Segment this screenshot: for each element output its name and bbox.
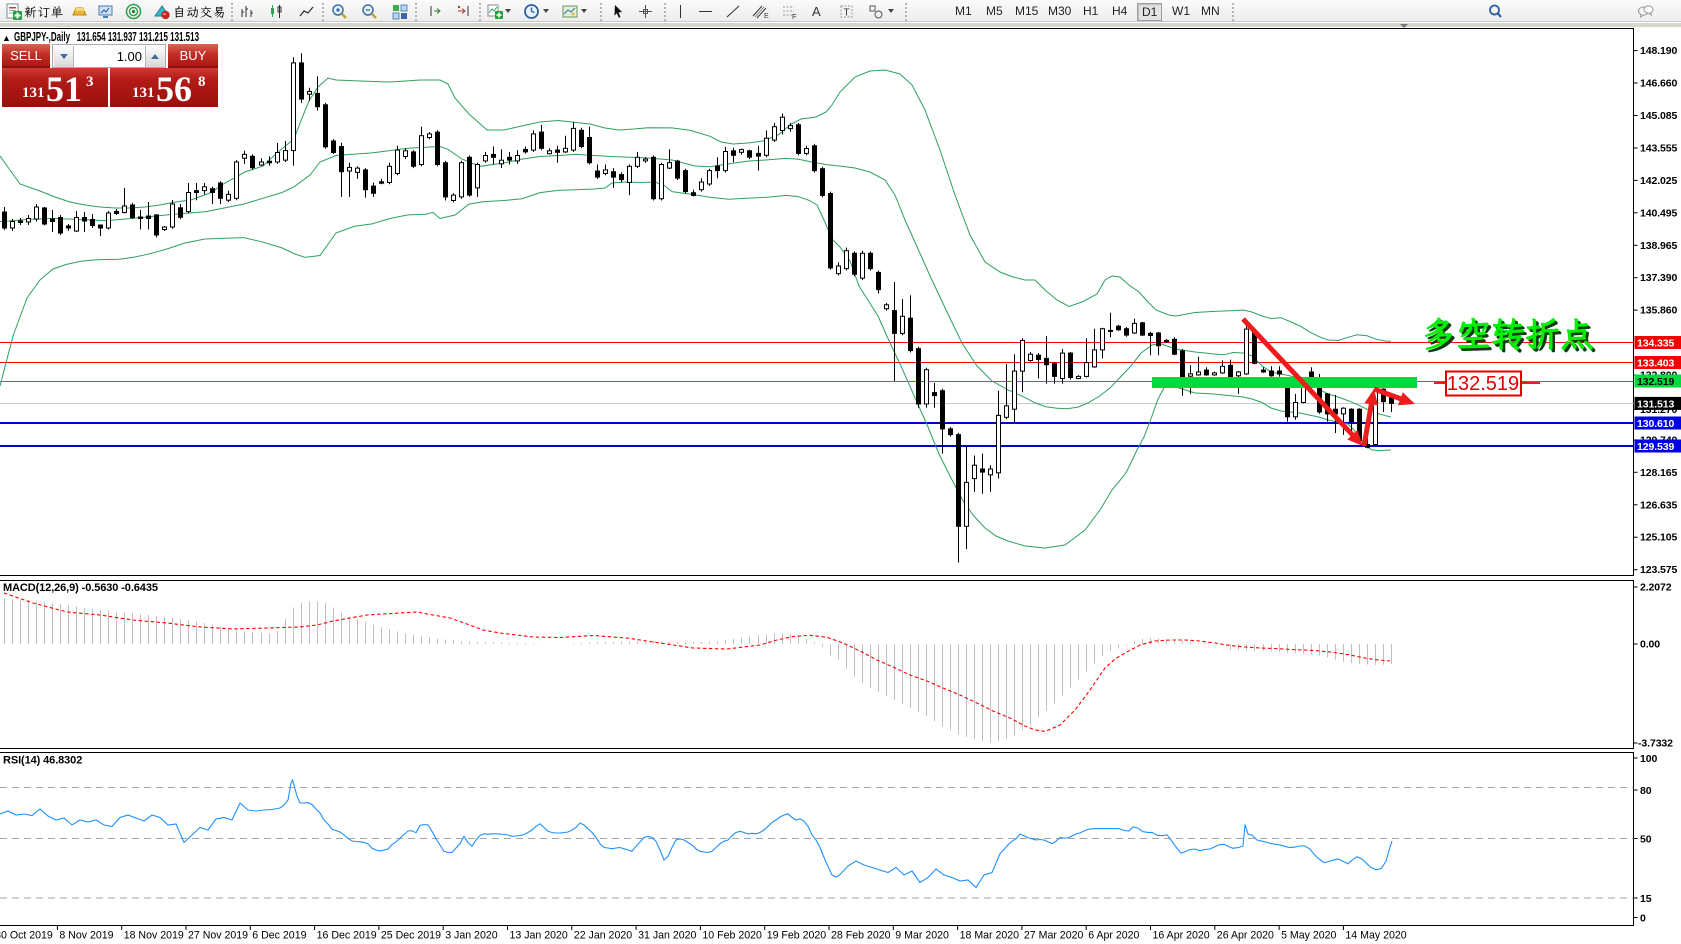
svg-text:137.390: 137.390 <box>1640 272 1678 284</box>
svg-text:31 Jan 2020: 31 Jan 2020 <box>638 930 696 942</box>
svg-text:8 Nov 2019: 8 Nov 2019 <box>59 930 113 942</box>
svg-text:27 Nov 2019: 27 Nov 2019 <box>188 930 248 942</box>
svg-text:50: 50 <box>1640 834 1652 846</box>
svg-text:80: 80 <box>1640 785 1652 797</box>
svg-text:126.635: 126.635 <box>1640 499 1678 511</box>
svg-text:16 Apr 2020: 16 Apr 2020 <box>1153 930 1210 942</box>
svg-text:138.965: 138.965 <box>1640 240 1678 252</box>
svg-text:132.519: 132.519 <box>1637 376 1675 388</box>
svg-text:22 Jan 2020: 22 Jan 2020 <box>574 930 632 942</box>
svg-text:146.660: 146.660 <box>1640 78 1678 90</box>
svg-text:28 Feb 2020: 28 Feb 2020 <box>831 930 891 942</box>
svg-text:145.085: 145.085 <box>1640 110 1678 122</box>
svg-text:15: 15 <box>1640 893 1652 905</box>
svg-text:5 May 2020: 5 May 2020 <box>1281 930 1336 942</box>
svg-text:10 Feb 2020: 10 Feb 2020 <box>702 930 762 942</box>
svg-text:2.2072: 2.2072 <box>1640 582 1672 594</box>
svg-text:T: T <box>844 8 850 19</box>
svg-text:18 Nov 2019: 18 Nov 2019 <box>124 930 184 942</box>
svg-text:14 May 2020: 14 May 2020 <box>1345 930 1406 942</box>
svg-text:-3.7332: -3.7332 <box>1638 738 1673 750</box>
svg-text:134.335: 134.335 <box>1637 338 1675 350</box>
svg-text:25 Dec 2019: 25 Dec 2019 <box>381 930 441 942</box>
svg-text:18 Mar 2020: 18 Mar 2020 <box>960 930 1020 942</box>
svg-text:19 Feb 2020: 19 Feb 2020 <box>767 930 827 942</box>
svg-text:16 Dec 2019: 16 Dec 2019 <box>317 930 377 942</box>
svg-text:128.165: 128.165 <box>1640 467 1678 479</box>
svg-text:30 Oct 2019: 30 Oct 2019 <box>0 930 53 942</box>
svg-text:123.575: 123.575 <box>1640 564 1678 576</box>
svg-text:6 Dec 2019: 6 Dec 2019 <box>252 930 306 942</box>
svg-text:13 Jan 2020: 13 Jan 2020 <box>510 930 568 942</box>
svg-text:133.403: 133.403 <box>1637 358 1675 370</box>
svg-text:0.00: 0.00 <box>1640 639 1660 651</box>
svg-text:129.539: 129.539 <box>1637 441 1675 453</box>
svg-text:26 Apr 2020: 26 Apr 2020 <box>1217 930 1274 942</box>
svg-text:RSI(14) 46.8302: RSI(14) 46.8302 <box>3 755 82 767</box>
svg-text:F: F <box>792 12 797 21</box>
svg-text:27 Mar 2020: 27 Mar 2020 <box>1024 930 1084 942</box>
svg-text:6 Apr 2020: 6 Apr 2020 <box>1088 930 1139 942</box>
svg-text:135.860: 135.860 <box>1640 305 1678 317</box>
svg-text:132.519: 132.519 <box>1447 373 1519 395</box>
svg-text:0: 0 <box>1640 913 1646 925</box>
svg-text:130.610: 130.610 <box>1637 418 1675 430</box>
svg-text:9 Mar 2020: 9 Mar 2020 <box>895 930 949 942</box>
svg-text:E: E <box>764 13 769 20</box>
svg-text:131.513: 131.513 <box>1637 398 1675 410</box>
svg-text:3 Jan 2020: 3 Jan 2020 <box>445 930 498 942</box>
svg-text:100: 100 <box>1640 753 1657 765</box>
svg-text:143.555: 143.555 <box>1640 143 1678 155</box>
svg-text:MACD(12,26,9) -0.5630 -0.6435: MACD(12,26,9) -0.5630 -0.6435 <box>3 582 158 594</box>
svg-text:142.025: 142.025 <box>1640 175 1678 187</box>
svg-text:140.495: 140.495 <box>1640 207 1678 219</box>
svg-text:148.190: 148.190 <box>1640 45 1678 57</box>
svg-text:125.105: 125.105 <box>1640 532 1678 544</box>
